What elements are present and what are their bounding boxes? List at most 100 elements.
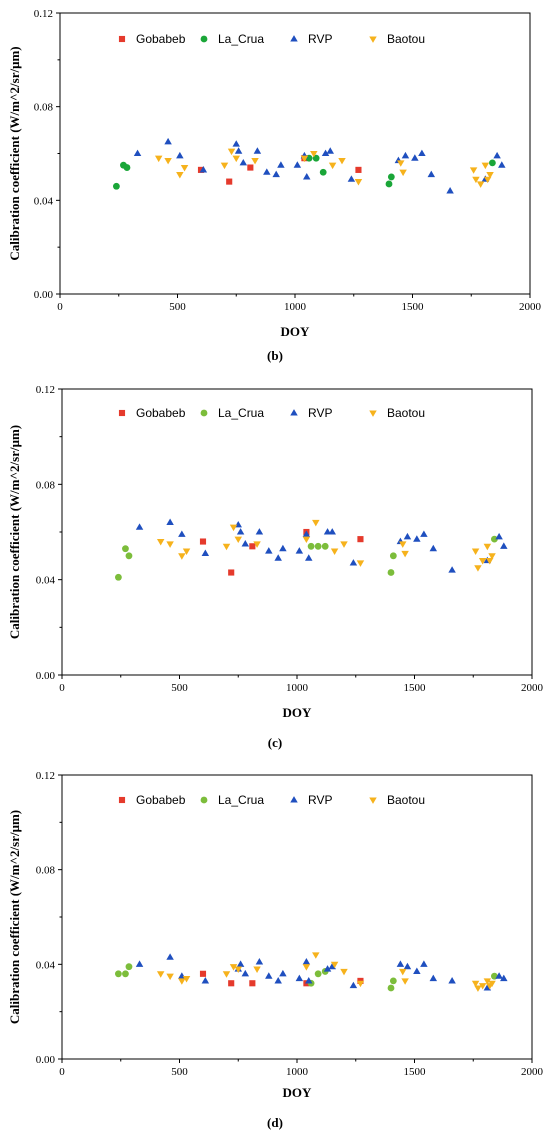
data-point xyxy=(330,548,339,555)
data-point xyxy=(330,961,339,969)
y-tick-label: 0.12 xyxy=(34,8,53,20)
x-tick-label: 2000 xyxy=(519,301,542,313)
data-point xyxy=(232,140,240,147)
x-tick-label: 500 xyxy=(171,1066,188,1078)
series-gobabeb xyxy=(199,528,364,576)
y-tick-label: 0.04 xyxy=(36,959,56,971)
x-tick-label: 1000 xyxy=(286,682,309,694)
data-point xyxy=(500,542,508,549)
y-axis-title: Calibration coefficient (W/m^2/sr/μm) xyxy=(7,46,22,260)
data-point xyxy=(300,155,309,163)
data-point xyxy=(354,179,363,186)
data-point xyxy=(323,965,332,972)
data-point xyxy=(401,978,409,985)
data-point xyxy=(236,528,245,535)
data-point xyxy=(328,162,337,170)
data-point xyxy=(295,974,304,982)
data-point xyxy=(227,148,236,156)
data-point xyxy=(472,176,480,184)
x-tick-label: 1500 xyxy=(404,1066,427,1078)
data-point xyxy=(488,980,496,988)
legend: Gobabeb La_Crua RVP Baotou xyxy=(118,793,425,807)
x-tick-label: 2000 xyxy=(521,1066,544,1078)
data-point xyxy=(485,558,494,565)
data-point xyxy=(241,969,250,977)
data-point xyxy=(178,530,186,537)
data-point xyxy=(387,173,395,181)
data-point xyxy=(249,543,256,550)
y-tick-label: 0.00 xyxy=(36,1054,56,1066)
data-point xyxy=(429,544,438,552)
data-point xyxy=(197,166,205,173)
data-point xyxy=(255,528,264,535)
data-point xyxy=(274,976,282,984)
data-point xyxy=(321,149,330,157)
data-point xyxy=(166,541,174,548)
data-point xyxy=(122,970,129,978)
data-point xyxy=(305,976,313,984)
legend-label: La_Crua xyxy=(218,793,264,807)
data-point xyxy=(389,552,397,560)
panel-label: (b) xyxy=(267,348,283,363)
data-point xyxy=(389,977,397,985)
legend-label: La_Crua xyxy=(218,32,264,46)
data-point xyxy=(279,969,287,977)
data-point xyxy=(489,159,496,167)
data-point xyxy=(493,151,501,159)
y-tick-label: 0.04 xyxy=(34,195,54,207)
data-point xyxy=(495,532,503,540)
data-point xyxy=(498,161,506,168)
data-point xyxy=(411,154,419,161)
data-point xyxy=(229,524,238,532)
data-point xyxy=(295,547,304,554)
series-rvp xyxy=(133,137,506,194)
data-point xyxy=(239,158,248,166)
data-point xyxy=(125,963,133,971)
data-point xyxy=(474,985,482,992)
data-point xyxy=(471,980,480,988)
data-point xyxy=(176,172,184,179)
x-tick-label: 1000 xyxy=(284,301,307,313)
data-point xyxy=(314,542,322,550)
data-point xyxy=(349,981,358,989)
series-rvp xyxy=(135,953,508,991)
data-point xyxy=(164,157,172,165)
data-point xyxy=(133,149,142,157)
data-point xyxy=(338,157,346,165)
data-point xyxy=(182,975,191,983)
legend-label: Gobabeb xyxy=(136,793,186,807)
data-point xyxy=(420,530,428,537)
data-point xyxy=(156,971,165,978)
data-point xyxy=(199,538,207,545)
plot-frame xyxy=(59,12,531,295)
data-point xyxy=(135,960,144,967)
data-point xyxy=(474,565,482,572)
data-point xyxy=(302,536,311,544)
legend-marker-baotou xyxy=(369,36,377,43)
legend-label: RVP xyxy=(308,793,332,807)
data-point xyxy=(448,976,456,984)
data-point xyxy=(401,550,409,558)
data-point xyxy=(399,968,407,976)
plot-frame xyxy=(61,388,533,676)
legend-marker-baotou xyxy=(369,797,377,804)
legend: Gobabeb La_Crua RVP Baotou xyxy=(118,406,425,420)
data-point xyxy=(265,547,273,554)
legend-marker-gobabeb xyxy=(118,796,126,804)
legend-marker-la-crua xyxy=(200,409,208,417)
data-point xyxy=(236,960,245,967)
data-point xyxy=(314,970,322,978)
data-point xyxy=(403,532,412,540)
x-tick-label: 0 xyxy=(59,1066,65,1078)
data-point xyxy=(115,970,122,978)
x-axis-title: DOY xyxy=(283,1085,313,1100)
data-point xyxy=(312,154,320,162)
data-point xyxy=(265,972,273,979)
data-point xyxy=(413,535,421,542)
data-point xyxy=(355,166,362,173)
data-point xyxy=(241,540,250,547)
data-point xyxy=(349,559,358,566)
data-point xyxy=(495,972,503,979)
data-point xyxy=(180,165,189,172)
y-tick-label: 0.12 xyxy=(36,770,55,782)
